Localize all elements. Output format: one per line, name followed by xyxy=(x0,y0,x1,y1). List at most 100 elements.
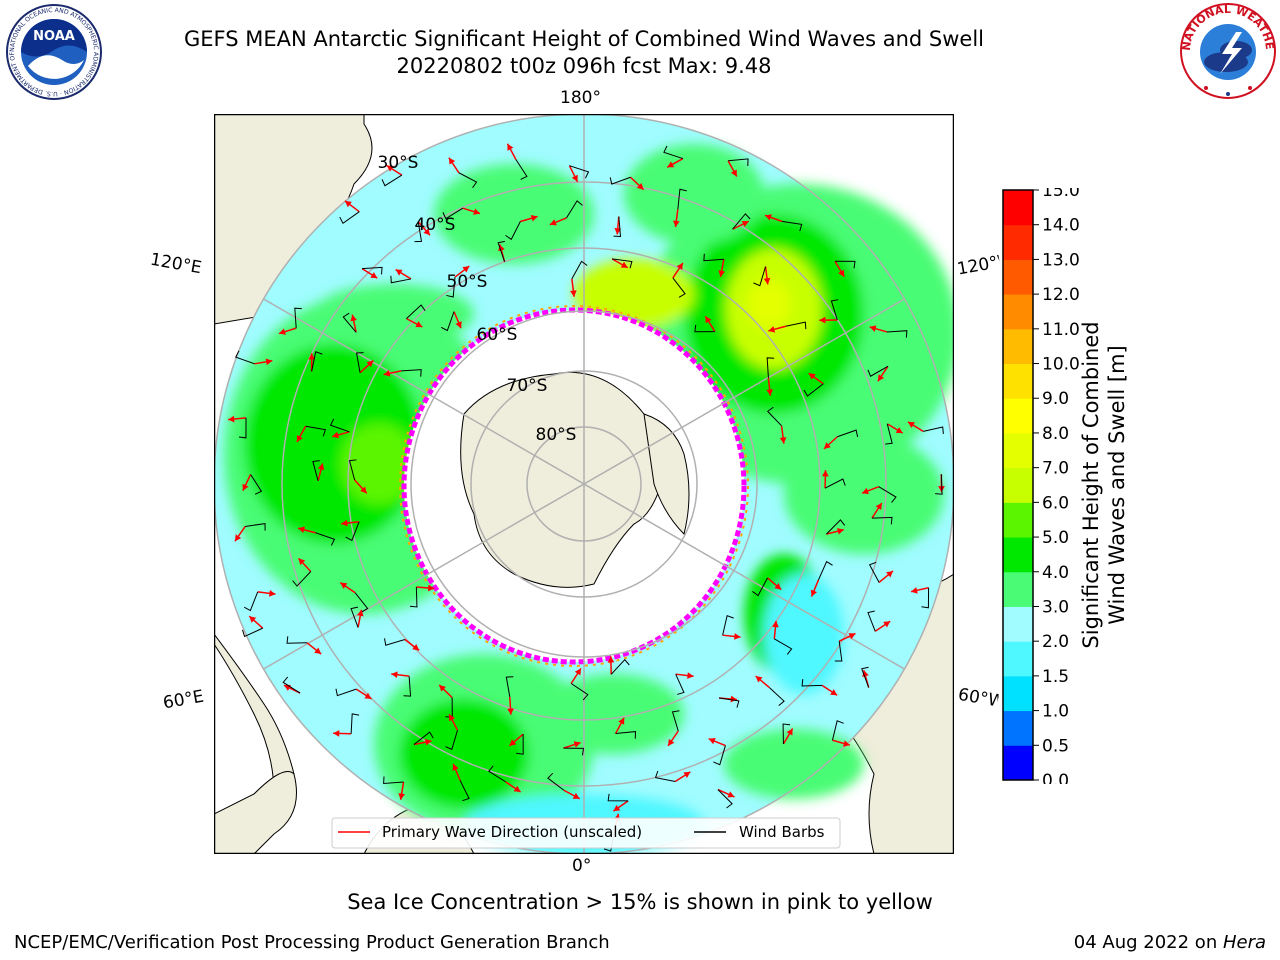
wave-arrow-head xyxy=(391,671,398,679)
colorbar-swatch xyxy=(1003,710,1033,746)
footer-credit: NCEP/EMC/Verification Post Processing Pr… xyxy=(14,932,610,953)
wave-arrow-head xyxy=(344,200,352,208)
wave-arrow-head xyxy=(618,717,625,725)
wave-arrow-head xyxy=(333,730,340,737)
wind-barb xyxy=(362,266,383,275)
wave-arrow-head xyxy=(298,558,306,566)
graticule xyxy=(214,114,954,854)
wind-barb xyxy=(311,351,323,372)
wind-barb xyxy=(294,307,302,329)
colorbar-label-line1: Significant Height of Combined xyxy=(1079,321,1103,649)
wave-arrow-head xyxy=(810,589,818,597)
wave-arrow-head xyxy=(676,262,683,270)
wind-barb xyxy=(935,474,943,495)
colorbar: 0.0 0.5 1.0 1.5 2.0 3.0 4.0 5.0 6.0 7.0 8.0 9.0 10.0… xyxy=(1002,188,1080,784)
wave-arrow-head xyxy=(350,314,357,322)
wind-barb xyxy=(615,731,637,739)
sea-ice-caption: Sea Ice Concentration > 15% is shown in … xyxy=(347,890,933,914)
wave-arrow-head xyxy=(386,165,394,172)
colorbar-tick-label: 6.0 xyxy=(1042,493,1069,513)
colorbar-label-line2: Wind Waves and Swell [m] xyxy=(1105,345,1129,625)
colorbar-swatch xyxy=(1003,294,1033,330)
wind-barb xyxy=(445,730,458,751)
noaa-text: NOAA xyxy=(33,29,75,44)
wave-arrow-head xyxy=(821,470,829,477)
colorbar-tick-label: 11.0 xyxy=(1042,320,1080,340)
wave-arrow-head xyxy=(779,437,787,444)
wave-arrow-head xyxy=(808,373,816,380)
wave-arrow-head xyxy=(838,269,845,277)
wind-barb xyxy=(488,765,506,783)
wind-barb xyxy=(413,731,434,745)
wind-barb xyxy=(677,188,687,210)
wave-arrow-head xyxy=(366,360,374,368)
wave-arrow-head xyxy=(364,692,372,699)
wind-barb xyxy=(440,311,455,332)
footer-date-text: 04 Aug 2022 on xyxy=(1073,932,1223,953)
wind-barb xyxy=(315,532,336,546)
colorbar-swatch xyxy=(1003,363,1033,399)
wind-barb xyxy=(785,321,807,330)
wave-arrow-head xyxy=(340,582,348,589)
lat-label-50s: 50°S xyxy=(447,272,488,292)
colorbar-tick-label: 10.0 xyxy=(1042,355,1080,375)
wave-arrow-head xyxy=(869,325,877,332)
wind-barb xyxy=(401,369,422,377)
wave-arrow-head xyxy=(830,689,838,696)
wind-barb xyxy=(923,426,944,434)
wind-barb xyxy=(611,258,633,269)
wave-arrow-head xyxy=(895,427,903,434)
wave-arrow-head xyxy=(308,353,316,360)
wave-arrow-head xyxy=(875,502,882,510)
wind-barb xyxy=(390,275,412,284)
wind-barb xyxy=(339,211,360,224)
lon-label-120e: 120°E xyxy=(148,249,204,279)
wave-arrow-head xyxy=(530,215,538,222)
wind-barb xyxy=(446,276,456,298)
wind-barb xyxy=(871,516,893,525)
wind-barb xyxy=(250,474,263,495)
wave-arrow-head xyxy=(672,220,680,228)
wave-arrow-head xyxy=(439,684,446,692)
wind-barb xyxy=(348,459,357,481)
wind-barb xyxy=(718,697,740,708)
wave-arrow-head xyxy=(883,621,891,628)
wind-barb xyxy=(717,789,733,809)
wave-arrow-head xyxy=(452,763,459,771)
colorbar-tick-label: 2.0 xyxy=(1042,632,1069,652)
wind-barb xyxy=(824,478,846,489)
wave-arrow-head xyxy=(667,161,675,168)
wave-arrow-head xyxy=(427,584,435,592)
legend-wave-label: Primary Wave Direction (unscaled) xyxy=(382,823,642,841)
wind-barb xyxy=(831,720,844,741)
lon-label-0: 0° xyxy=(572,856,592,876)
wind-barb xyxy=(671,710,680,732)
wave-arrow-head xyxy=(549,219,557,226)
wave-arrow-head xyxy=(462,266,470,273)
wind-barb xyxy=(867,365,889,377)
wave-arrow-head xyxy=(424,738,432,746)
wave-arrow-head xyxy=(360,486,367,494)
wind-barb xyxy=(282,676,301,694)
wind-barb xyxy=(505,676,514,697)
colorbar-swatch xyxy=(1003,224,1033,260)
wave-arrow-head xyxy=(574,668,581,676)
wave-arrow-head xyxy=(907,421,915,428)
wind-barb xyxy=(312,460,320,481)
wind-barb xyxy=(769,687,785,707)
lon-label-60w: 60°W xyxy=(956,684,1000,712)
wave-arrow-head xyxy=(249,616,257,623)
wave-arrow-head xyxy=(370,272,378,279)
colorbar-tick-label: 5.0 xyxy=(1042,528,1069,548)
wind-barb xyxy=(566,200,583,219)
wind-barb xyxy=(354,592,369,613)
wind-barb xyxy=(703,253,724,262)
wind-barb xyxy=(753,266,767,287)
wind-barb xyxy=(571,260,588,280)
wave-arrow-head xyxy=(228,415,235,423)
wave-arrow-head xyxy=(620,261,628,268)
wave-arrow-head xyxy=(507,708,514,715)
wind-barb xyxy=(350,606,359,628)
wind-barb xyxy=(355,352,364,373)
wind-barb xyxy=(732,213,751,230)
